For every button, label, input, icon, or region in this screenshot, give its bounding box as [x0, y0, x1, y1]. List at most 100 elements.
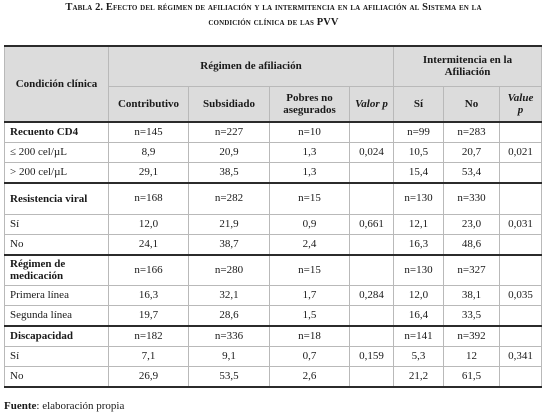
cell-pobres: 1,5 — [269, 305, 350, 327]
cell-pval — [349, 366, 394, 388]
row-label: Segunda línea — [4, 305, 109, 327]
row-label: No — [4, 233, 109, 255]
cell-pval — [349, 305, 394, 327]
cell-no: 53,4 — [443, 162, 500, 184]
cell-pval2 — [498, 253, 543, 286]
cell-subsid: 20,9 — [188, 142, 270, 163]
table-row: Sí 7,1 9,1 0,7 0,159 5,3 12 0,341 — [4, 346, 543, 367]
cell-pval: 0,159 — [349, 346, 394, 367]
row-label: Régimen de medicación — [4, 253, 109, 286]
cell-subsid: 53,5 — [188, 366, 270, 388]
table-row: Recuento CD4 n=145 n=227 n=10 n=99 n=283 — [4, 121, 543, 143]
row-label: Sí — [4, 213, 109, 235]
cell-pval2 — [498, 121, 543, 143]
cell-subsid: n=282 — [188, 182, 270, 215]
row-label: ≤ 200 cel/µL — [4, 142, 109, 163]
header-subsidiado: Subsidiado — [188, 85, 270, 123]
cell-pval2 — [498, 366, 543, 388]
cell-pval — [349, 253, 394, 286]
cell-pval2 — [498, 233, 543, 255]
cell-si: 12,0 — [393, 285, 444, 306]
cell-pval2 — [498, 305, 543, 327]
cell-contrib: n=168 — [108, 182, 189, 215]
cell-contrib: 26,9 — [108, 366, 189, 388]
cell-pval2: 0,031 — [498, 213, 543, 235]
cell-pval2 — [498, 182, 543, 215]
cell-contrib: 16,3 — [108, 285, 189, 306]
cell-si: 12,1 — [393, 213, 444, 235]
cell-subsid: n=280 — [188, 253, 270, 286]
cell-subsid: 38,5 — [188, 162, 270, 184]
cell-si: n=130 — [393, 253, 444, 286]
cell-pobres: 2,4 — [269, 233, 350, 255]
cell-pobres: 1,3 — [269, 162, 350, 184]
table-caption: Tabla 2. Efecto del régimen de afiliació… — [0, 0, 547, 30]
data-table: Condición clínica Régimen de afiliación … — [4, 45, 543, 388]
cell-subsid: 38,7 — [188, 233, 270, 255]
cell-no: n=392 — [443, 325, 500, 347]
cell-subsid: n=336 — [188, 325, 270, 347]
cell-pval2: 0,341 — [498, 346, 543, 367]
cell-pval — [349, 162, 394, 184]
row-label: No — [4, 366, 109, 388]
header-condicion: Condición clínica — [4, 45, 109, 123]
table-row: No 26,9 53,5 2,6 21,2 61,5 — [4, 366, 543, 388]
header-contributivo: Contributivo — [108, 85, 189, 123]
cell-pobres: n=15 — [269, 182, 350, 215]
cell-pobres: 0,7 — [269, 346, 350, 367]
cell-contrib: n=182 — [108, 325, 189, 347]
row-label: Discapacidad — [4, 325, 109, 347]
cell-subsid: 32,1 — [188, 285, 270, 306]
cell-si: 10,5 — [393, 142, 444, 163]
header-si: Sí — [393, 85, 444, 123]
table-row: Primera línea 16,3 32,1 1,7 0,284 12,0 38,1 0,0… — [4, 285, 543, 306]
cell-no: n=330 — [443, 182, 500, 215]
caption-line-1: Tabla 2. Efecto del régimen de afiliació… — [65, 2, 482, 13]
cell-subsid: 9,1 — [188, 346, 270, 367]
footer-note: Fuente: elaboración propia — [4, 399, 124, 413]
table-row: Discapacidad n=182 n=336 n=18 n=141 n=392 — [4, 325, 543, 347]
cell-pval: 0,024 — [349, 142, 394, 163]
cell-no: 33,5 — [443, 305, 500, 327]
cell-si: 16,3 — [393, 233, 444, 255]
cell-pobres: 1,3 — [269, 142, 350, 163]
header-valor-p: Valor p — [349, 85, 394, 123]
row-label: Recuento CD4 — [4, 121, 109, 143]
table-row: Régimen de medicación n=166 n=280 n=15 n=130… — [4, 253, 543, 286]
header-value-p: Value p — [498, 85, 543, 123]
header-intermitencia: Intermitencia en la Afiliación — [392, 45, 543, 87]
cell-pval: 0,284 — [349, 285, 394, 306]
cell-no: 20,7 — [443, 142, 500, 163]
cell-contrib: 12,0 — [108, 213, 189, 235]
cell-contrib: 19,7 — [108, 305, 189, 327]
cell-no: 61,5 — [443, 366, 500, 388]
cell-si: n=99 — [393, 121, 444, 143]
cell-pval — [349, 121, 394, 143]
cell-pval2: 0,021 — [498, 142, 543, 163]
cell-contrib: 8,9 — [108, 142, 189, 163]
cell-contrib: 7,1 — [108, 346, 189, 367]
row-label: Primera línea — [4, 285, 109, 306]
cell-contrib: n=166 — [108, 253, 189, 286]
cell-si: 21,2 — [393, 366, 444, 388]
cell-pobres: n=10 — [269, 121, 350, 143]
cell-no: n=283 — [443, 121, 500, 143]
header-no: No — [443, 85, 500, 123]
table-row: > 200 cel/µL 29,1 38,5 1,3 15,4 53,4 — [4, 162, 543, 184]
cell-pval — [349, 233, 394, 255]
row-label: Sí — [4, 346, 109, 367]
row-label: > 200 cel/µL — [4, 162, 109, 184]
cell-si: 5,3 — [393, 346, 444, 367]
table-row: Segunda línea 19,7 28,6 1,5 16,4 33,5 — [4, 305, 543, 327]
cell-pobres: 2,6 — [269, 366, 350, 388]
cell-contrib: 29,1 — [108, 162, 189, 184]
cell-pval — [349, 182, 394, 215]
cell-pobres: n=18 — [269, 325, 350, 347]
cell-pobres: n=15 — [269, 253, 350, 286]
header-regimen: Régimen de afiliación — [108, 45, 394, 87]
cell-si: 16,4 — [393, 305, 444, 327]
cell-no: n=327 — [443, 253, 500, 286]
table-row: Sí 12,0 21,9 0,9 0,661 12,1 23,0 0,031 — [4, 213, 543, 235]
footer-label: Fuente — [4, 400, 37, 412]
cell-no: 48,6 — [443, 233, 500, 255]
